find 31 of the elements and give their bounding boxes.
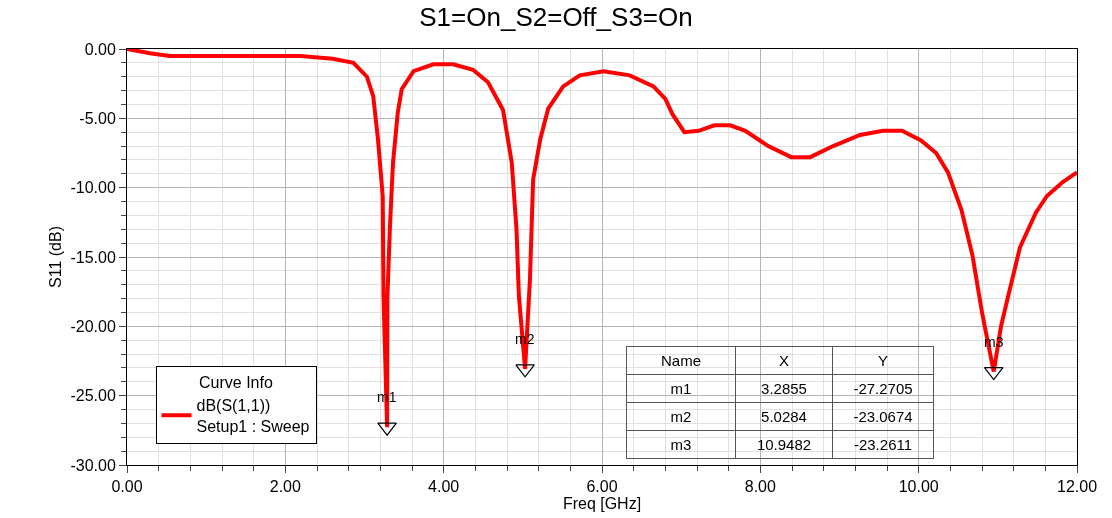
annotation: -27.2705	[853, 380, 913, 397]
x-axis-title: Freq [GHz]	[562, 495, 642, 513]
annotation: m3	[670, 436, 692, 453]
annotation: m1	[670, 380, 692, 397]
x-tick-label: 12.00	[1056, 478, 1098, 496]
y-tick-label: -15.00	[70, 248, 116, 266]
annotation: 3.2855	[761, 380, 807, 397]
annotation: X	[778, 352, 790, 369]
y-tick-label: -25.00	[70, 387, 116, 405]
x-tick-label: 6.00	[586, 478, 618, 496]
y-tick-label: -30.00	[70, 456, 116, 474]
annotation: 5.0284	[761, 408, 807, 425]
x-tick-label: 10.00	[898, 478, 939, 496]
x-tick-label: 2.00	[269, 478, 301, 496]
x-tick-label: 4.00	[428, 478, 460, 496]
annotation: -23.2611	[853, 436, 913, 453]
annotation: -23.0674	[853, 408, 913, 425]
annotation: m2	[670, 408, 692, 425]
y-tick-label: -5.00	[79, 109, 116, 127]
x-tick-label: 8.00	[744, 478, 776, 496]
y-tick-label: -10.00	[70, 179, 116, 197]
annotation: Name	[660, 352, 702, 369]
annotation: Y	[877, 352, 889, 369]
y-axis-title: S11 (dB)	[47, 226, 65, 288]
x-tick-label: 0.00	[111, 478, 143, 496]
legend-label: dB(S(1,1)) Setup1 : Sweep	[196, 397, 310, 435]
y-tick-label: -20.00	[70, 317, 116, 335]
y-tick-label: 0.00	[84, 40, 116, 58]
legend-title: Curve Info	[199, 374, 273, 391]
chart-title: S1=On_S2=Off_S3=On	[419, 1, 693, 32]
annotation: 10.9482	[756, 436, 812, 453]
